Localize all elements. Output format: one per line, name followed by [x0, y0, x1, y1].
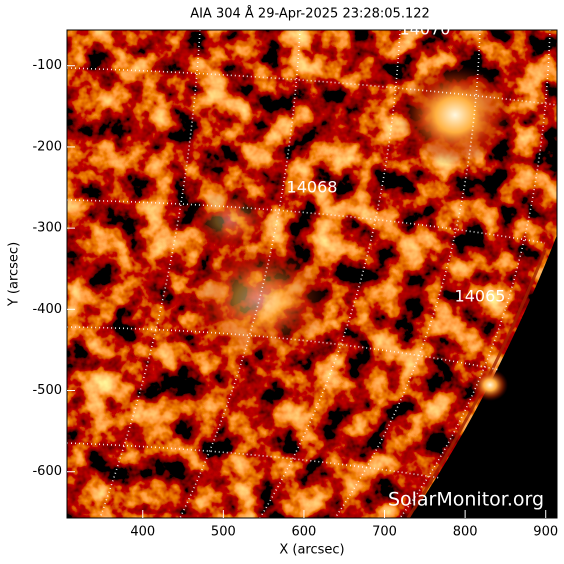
y-tick-label: -400 — [32, 302, 62, 317]
x-tick-label: 900 — [533, 525, 558, 540]
y-tick-label: -200 — [32, 139, 62, 154]
region-label: 14065 — [455, 287, 506, 306]
x-tick-label: 500 — [211, 525, 236, 540]
y-axis-label: Y (arcsec) — [7, 242, 22, 307]
x-tick-label: 700 — [372, 525, 397, 540]
y-tick-label: -300 — [32, 221, 62, 236]
chart-title: AIA 304 Å 29-Apr-2025 23:28:05.122 — [190, 6, 430, 22]
x-axis-label: X (arcsec) — [279, 543, 344, 558]
region-label: 14068 — [287, 178, 338, 197]
x-tick-label: 800 — [453, 525, 478, 540]
x-tick-label: 600 — [292, 525, 317, 540]
y-tick-label: -500 — [32, 383, 62, 398]
region-label: 14070 — [400, 20, 451, 39]
y-tick-label: -100 — [32, 58, 62, 73]
x-tick-label: 400 — [130, 525, 155, 540]
watermark: SolarMonitor.org — [388, 489, 544, 511]
y-tick-label: -600 — [32, 464, 62, 479]
axes-frame — [66, 29, 558, 519]
solar-image — [67, 30, 557, 518]
